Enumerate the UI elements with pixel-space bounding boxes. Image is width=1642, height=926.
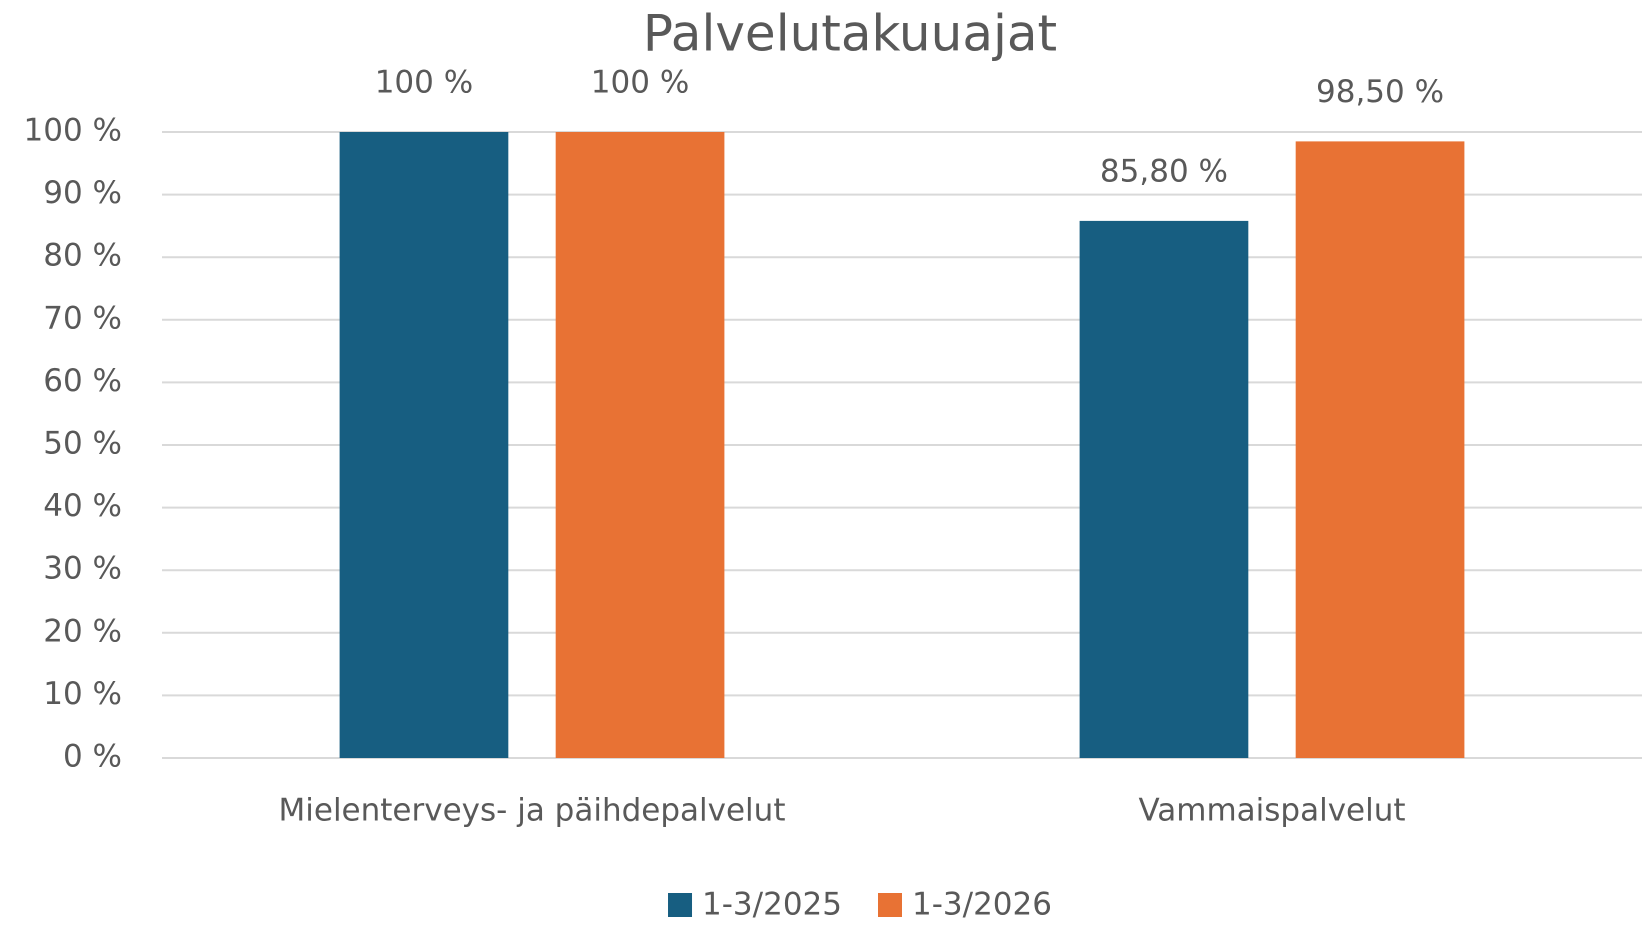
y-tick-label: 40 % <box>43 488 122 524</box>
x-tick-label: Mielenterveys- ja päihdepalvelut <box>279 793 786 829</box>
y-tick-label: 70 % <box>43 300 122 336</box>
y-tick-label: 100 % <box>24 113 122 149</box>
bar <box>1295 141 1465 758</box>
y-tick-label: 50 % <box>43 426 122 462</box>
x-tick-label: Vammaispalvelut <box>1138 793 1405 829</box>
y-tick-label: 60 % <box>43 363 122 399</box>
bar <box>339 132 509 758</box>
y-tick-label: 80 % <box>43 238 122 274</box>
data-label: 85,80 % <box>1100 153 1228 189</box>
legend-label: 1-3/2025 <box>702 887 842 923</box>
y-tick-label: 30 % <box>43 551 122 587</box>
data-label: 100 % <box>591 65 689 101</box>
chart-title: Palvelutakuuajat <box>643 5 1057 63</box>
y-tick-label: 20 % <box>43 613 122 649</box>
bar <box>555 132 725 758</box>
legend-label: 1-3/2026 <box>912 887 1052 923</box>
legend-swatch <box>878 893 902 917</box>
data-label: 98,50 % <box>1316 74 1444 110</box>
y-tick-label: 0 % <box>63 739 122 775</box>
data-label: 100 % <box>375 65 473 101</box>
legend-swatch <box>668 893 693 917</box>
bar <box>1079 220 1249 759</box>
y-tick-label: 10 % <box>43 676 122 712</box>
y-tick-label: 90 % <box>43 175 122 211</box>
